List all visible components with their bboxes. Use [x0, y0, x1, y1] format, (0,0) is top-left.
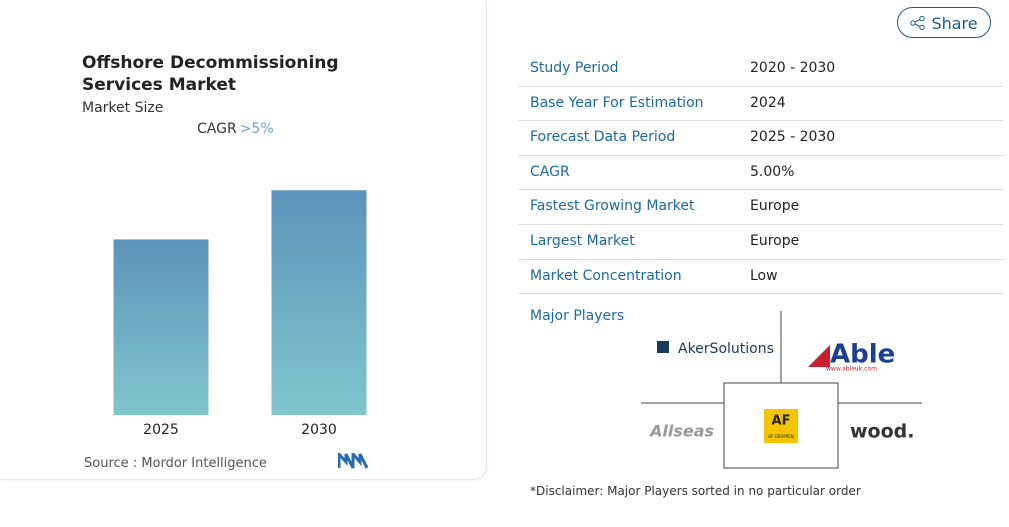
major-players-title: Major Players: [530, 308, 625, 324]
row-label: Largest Market: [530, 233, 635, 249]
cagr-value: >5%: [239, 121, 274, 137]
table-row: Base Year For Estimation 2024: [518, 86, 1003, 122]
row-value: Europe: [750, 233, 800, 249]
disclaimer: *Disclaimer: Major Players sorted in no …: [530, 484, 861, 498]
share-icon: [910, 15, 926, 31]
row-label: Fastest Growing Market: [530, 198, 695, 215]
table-row: Study Period 2020 - 2030: [518, 51, 1003, 87]
logo-allseas: Allseas: [648, 422, 714, 441]
row-value: 2024: [750, 94, 786, 111]
chart-subtitle: Market Size: [82, 100, 164, 116]
row-label: Study Period: [530, 60, 619, 76]
table-row: CAGR 5.00%: [518, 155, 1003, 191]
cagr-label: CAGR: [197, 121, 237, 137]
row-value: 2020 - 2030: [750, 60, 836, 76]
mordor-logo: [338, 453, 368, 469]
table-row: Largest Market Europe: [518, 224, 1003, 260]
chart: 2025 2030: [113, 190, 367, 438]
source: Source : Mordor Intelligence: [84, 456, 267, 471]
row-value: Europe: [750, 198, 800, 215]
table-row: Fastest Growing Market Europe: [518, 189, 1003, 225]
source-label: Source :: [84, 456, 138, 471]
logo-able: Able: [830, 340, 895, 370]
logo-able-url: www.ableuk.com: [826, 366, 877, 373]
row-value: 5.00%: [750, 163, 795, 180]
x-tick-label: 2030: [301, 422, 337, 438]
row-value: Low: [750, 267, 778, 284]
share-label: Share: [931, 14, 978, 33]
row-label: Forecast Data Period: [530, 129, 676, 146]
chart-title: Offshore Decommissioning Services Market: [82, 53, 339, 95]
chart-card: [0, 0, 487, 480]
x-tick-label: 2025: [143, 422, 179, 438]
table-row: Forecast Data Period 2025 - 2030: [518, 120, 1003, 156]
row-label: Base Year For Estimation: [530, 94, 704, 111]
logo-aker: AkerSolutions: [678, 341, 774, 357]
logo-wood: wood.: [850, 421, 914, 443]
row-label: CAGR: [530, 163, 570, 180]
row-value: 2025 - 2030: [750, 129, 836, 146]
share-button[interactable]: Share: [897, 7, 991, 38]
players-grid: AkerSolutions Able www.ableuk.com Allsea…: [641, 311, 922, 469]
cagr: CAGR >5%: [197, 121, 274, 137]
row-label: Market Concentration: [530, 267, 682, 284]
logo-af: AF: [772, 414, 791, 429]
bar: [113, 239, 209, 415]
source-name: Mordor Intelligence: [141, 456, 267, 471]
logo-af-sub: AF GRUPPEN: [768, 434, 793, 439]
table-row: Market Concentration Low: [518, 259, 1003, 295]
bar: [271, 190, 367, 415]
